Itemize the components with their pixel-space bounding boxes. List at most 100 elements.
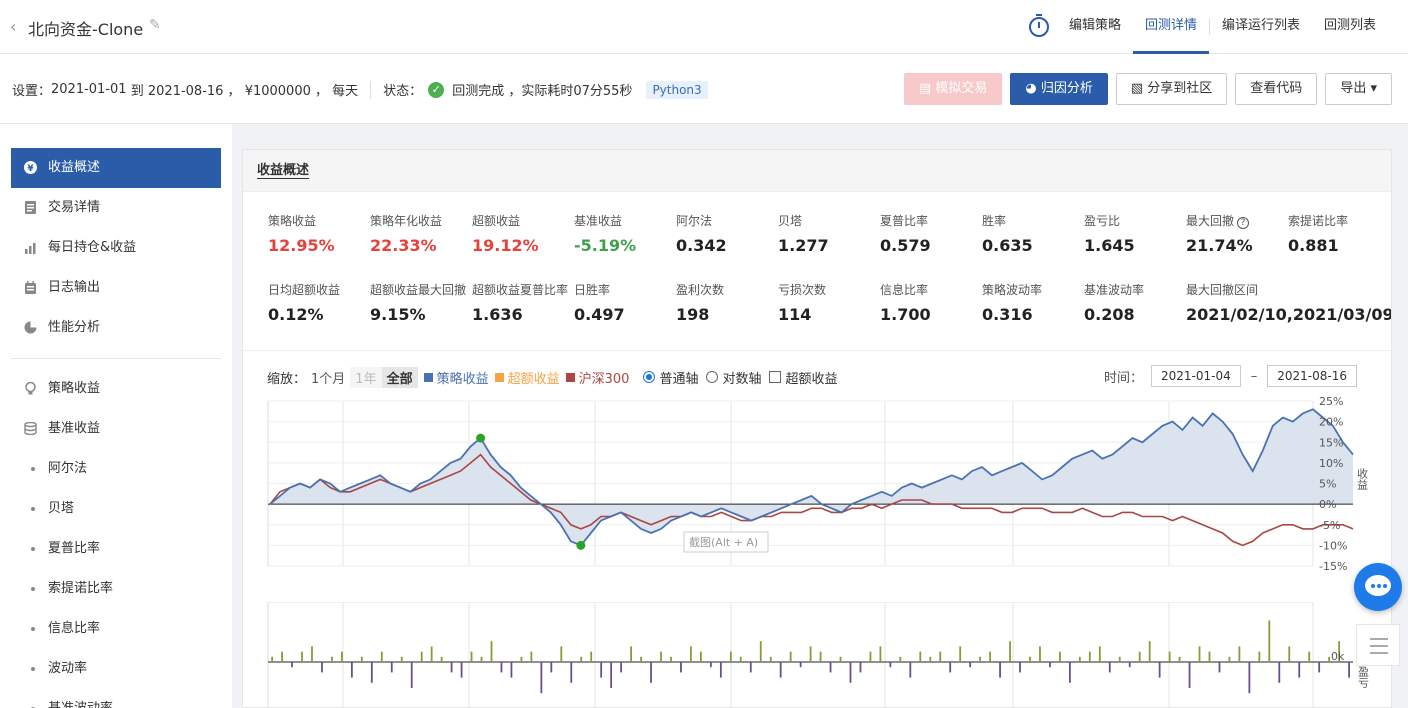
pnl-bar <box>1328 656 1331 662</box>
capital: ¥1000000 ， <box>244 84 329 99</box>
tab-backtest-list[interactable]: 回测列表 <box>1323 18 1376 33</box>
sidebar-item-label: 收益概述 <box>48 160 101 175</box>
document-icon <box>25 201 36 214</box>
y-tick-label: -15% <box>1319 560 1347 570</box>
status-text: 回测完成 <box>452 84 505 99</box>
y-tick-label: 10% <box>1319 457 1343 470</box>
pnl-bar <box>1039 646 1041 662</box>
metric-value: 1.636 <box>472 305 523 324</box>
metric-label: 超额收益最大回撤 <box>370 281 472 301</box>
metric-value: -5.19% <box>574 236 637 255</box>
pnl-bar <box>1009 641 1011 662</box>
sidebar-item-daily-positions[interactable]: 每日持仓&收益 <box>11 228 221 268</box>
pnl-bar <box>550 662 553 673</box>
status-label: 状态： <box>383 84 423 99</box>
sidebar-subitem-alpha[interactable]: 阿尔法 <box>31 449 87 489</box>
to-word: 到 <box>130 84 144 99</box>
sidebar-item-benchmark-return[interactable]: 基准收益 <box>11 409 221 449</box>
tab-edit-strategy[interactable]: 编辑策略 <box>1068 18 1121 33</box>
from-date-input[interactable]: 2021-01-04 <box>1151 365 1241 387</box>
metric-label: 超额收益夏普比率 <box>472 281 574 301</box>
metric-value: 0.579 <box>880 236 931 255</box>
pnl-bar <box>1138 651 1141 662</box>
export-button[interactable]: 导出 ▾ <box>1325 73 1392 105</box>
chevron-left-icon[interactable]: ‹ <box>10 17 17 36</box>
simulate-trade-button[interactable]: ▤ 模拟交易 <box>903 73 1003 105</box>
log-axis-radio[interactable] <box>706 371 719 383</box>
sidebar-item-logs[interactable]: 日志输出 <box>11 268 221 308</box>
pnl-bar <box>939 651 942 662</box>
normal-axis-radio[interactable] <box>643 371 656 383</box>
metrics-row: 日均超额收益 0.12% 超额收益最大回撤 9.15% 超额收益夏普比率 1.636 日胜率… <box>268 281 1392 350</box>
legend-hs300[interactable]: 沪深300 <box>565 368 629 387</box>
pnl-bar <box>889 662 892 668</box>
chat-button[interactable] <box>1354 563 1402 611</box>
metric-cell: 最大回撤? 21.74% <box>1186 212 1288 281</box>
sidebar-item-strategy-return[interactable]: 策略收益 <box>11 369 221 409</box>
legend-excess[interactable]: 超额收益 <box>494 368 560 387</box>
zoom-1m-button[interactable]: 1个月 <box>311 371 346 387</box>
pnl-chart[interactable]: 0k 盈亏 <box>243 602 1392 708</box>
metric-cell: 盈亏比 1.645 <box>1084 212 1186 281</box>
excess-checkbox[interactable] <box>769 371 782 383</box>
sidebar-subitem-sharpe[interactable]: 夏普比率 <box>31 529 100 569</box>
list-button[interactable] <box>1356 624 1400 666</box>
pnl-bar <box>729 651 732 662</box>
legend-label: 策略收益 <box>436 371 489 387</box>
view-code-button[interactable]: 查看代码 <box>1235 73 1318 105</box>
pnl-bar <box>779 662 782 678</box>
tab-compile-list[interactable]: 编译运行列表 <box>1221 18 1300 33</box>
metric-cell: 胜率 0.635 <box>982 212 1084 281</box>
returns-chart[interactable]: 25%20%15%10%5%0%-5%-10%-15% 截图(Alt + A) … <box>243 395 1392 570</box>
pnl-bar <box>709 662 712 668</box>
tab-backtest-detail[interactable]: 回测详情 <box>1132 0 1209 54</box>
metric-label: 日胜率 <box>574 281 676 301</box>
sidebar-subitem-beta[interactable]: 贝塔 <box>31 489 74 529</box>
help-icon[interactable]: ? <box>1237 217 1250 229</box>
pnl-bar <box>1158 662 1161 678</box>
metric-cell: 日胜率 0.497 <box>574 281 676 350</box>
pencil-icon[interactable]: ✎ <box>149 17 161 33</box>
pnl-bar <box>1068 662 1071 683</box>
pnl-bar <box>510 662 513 678</box>
share-button[interactable]: ▧ 分享到社区 <box>1115 73 1228 105</box>
metric-cell: 超额收益夏普比率 1.636 <box>472 281 574 350</box>
metrics-row: 策略收益 12.95% 策略年化收益 22.33% 超额收益 19.12% 基准收益 -5.1… <box>268 212 1383 281</box>
metrics-grid: 策略收益 12.95% 策略年化收益 22.33% 超额收益 19.12% 基准收益 -5.1… <box>268 212 1392 350</box>
sidebar-item-label: 交易详情 <box>48 200 101 215</box>
list-icon <box>1370 645 1388 647</box>
zoom-all-button[interactable]: 全部 <box>381 366 418 388</box>
to-date-input[interactable]: 2021-08-16 <box>1267 365 1357 387</box>
database-icon <box>24 422 37 435</box>
metric-cell: 日均超额收益 0.12% <box>268 281 370 350</box>
screenshot-watermark-box <box>683 531 769 553</box>
sidebar-subitem-volatility[interactable]: 波动率 <box>31 649 87 689</box>
pnl-bar <box>1118 656 1121 662</box>
metric-value: 198 <box>676 305 710 324</box>
sidebar-subitem-information[interactable]: 信息比率 <box>31 609 100 649</box>
zoom-1y-button[interactable]: 1年 <box>350 366 382 388</box>
pnl-bar <box>749 662 752 673</box>
pnl-bar <box>1318 662 1321 673</box>
pnl-bar <box>321 662 323 673</box>
metric-cell: 超额收益最大回撤 9.15% <box>370 281 472 350</box>
sidebar-item-trades[interactable]: 交易详情 <box>11 188 221 228</box>
pnl-bar <box>909 662 912 678</box>
legend-strategy[interactable]: 策略收益 <box>423 368 489 387</box>
pnl-bar <box>839 656 842 662</box>
y-tick-label: 5% <box>1319 478 1336 491</box>
metric-value: 2021/02/10,2021/03/09 <box>1186 305 1392 324</box>
settings-bar: 设置： 2021-01-01 到 2021-08-16 ， ¥1000000 ，… <box>0 54 1408 124</box>
metric-label-text: 策略年化收益 <box>370 214 443 228</box>
sidebar-subitem-benchmark-volatility[interactable]: 基准波动率 <box>31 689 113 708</box>
sidebar-item-label: 性能分析 <box>48 320 101 335</box>
action-buttons: ▤ 模拟交易 ◕ 归因分析 ▧ 分享到社区 查看代码 导出 ▾ <box>903 73 1392 105</box>
attribution-button[interactable]: ◕ 归因分析 <box>1010 73 1108 105</box>
pnl-bar <box>420 651 423 662</box>
sidebar-item-performance[interactable]: 性能分析 <box>11 308 221 348</box>
sidebar-item-overview[interactable]: ¥ 收益概述 <box>11 148 221 188</box>
sidebar-subitem-sortino[interactable]: 索提诺比率 <box>31 569 113 609</box>
metric-label-text: 盈利次数 <box>676 283 725 297</box>
chat-bubble-icon <box>1371 584 1375 588</box>
metric-label: 胜率 <box>982 212 1084 232</box>
